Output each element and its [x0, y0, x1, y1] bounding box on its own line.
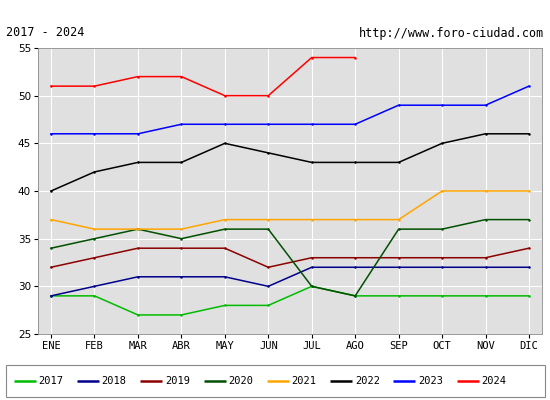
- Text: Evolucion num de emigrantes en Yeles: Evolucion num de emigrantes en Yeles: [133, 4, 417, 18]
- Text: 2023: 2023: [418, 376, 443, 386]
- Text: 2024: 2024: [481, 376, 506, 386]
- Text: 2020: 2020: [228, 376, 253, 386]
- Text: 2021: 2021: [292, 376, 316, 386]
- Bar: [6, 365, 544, 397]
- Text: 2017: 2017: [39, 376, 63, 386]
- Text: 2017 - 2024: 2017 - 2024: [6, 26, 84, 40]
- Text: 2018: 2018: [102, 376, 126, 386]
- Text: http://www.foro-ciudad.com: http://www.foro-ciudad.com: [359, 26, 544, 40]
- Text: 2019: 2019: [165, 376, 190, 386]
- Text: 2022: 2022: [355, 376, 379, 386]
